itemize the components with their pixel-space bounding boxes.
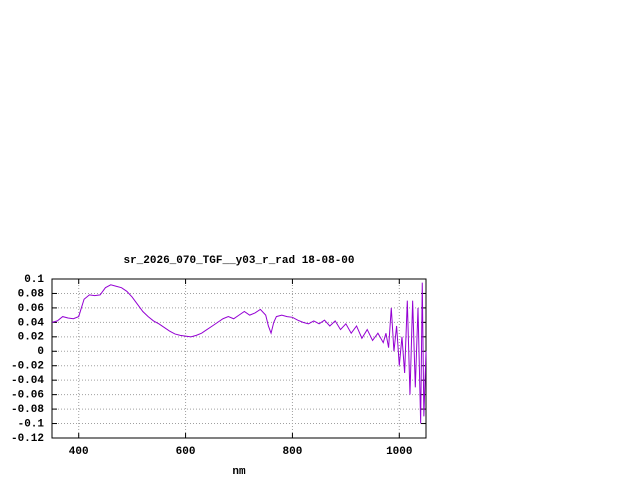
y-tick-label: 0.02: [18, 332, 44, 344]
x-tick-label: 1000: [386, 446, 412, 458]
y-tick-label: -0.02: [11, 361, 44, 373]
y-tick-label: 0.06: [18, 303, 44, 315]
y-tick-label: 0.04: [18, 317, 45, 329]
y-tick-label: -0.1: [18, 418, 45, 430]
x-axis-label: nm: [232, 466, 246, 478]
plot-frame: [51, 278, 427, 439]
y-tick-label: -0.04: [11, 375, 44, 387]
data-line: [51, 282, 427, 424]
chart-title: sr_2026_070_TGF__y03_r_rad 18-08-00: [123, 255, 354, 267]
y-tick-label: -0.12: [11, 433, 44, 445]
x-tick-label: 600: [176, 446, 196, 458]
y-tick-label: -0.08: [11, 404, 44, 416]
x-tick-label: 800: [283, 446, 303, 458]
y-tick-label: 0.1: [24, 274, 44, 286]
y-tick-label: 0.08: [18, 288, 45, 300]
y-tick-label: -0.06: [11, 390, 44, 402]
y-tick-label: 0: [37, 346, 44, 358]
x-tick-label: 400: [69, 446, 89, 458]
